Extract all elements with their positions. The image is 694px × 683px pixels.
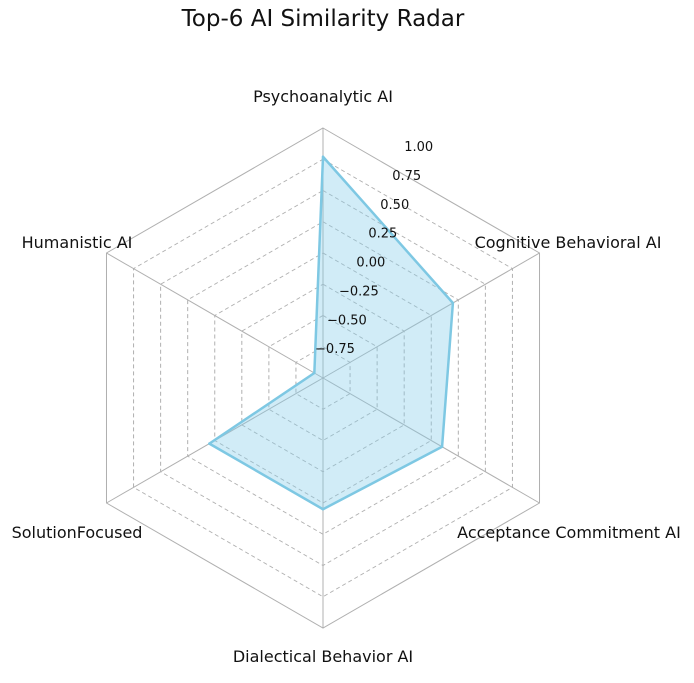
radial-tick-label: −0.25 xyxy=(339,284,379,299)
radial-tick-label: 1.00 xyxy=(404,140,433,155)
series-point xyxy=(440,445,444,448)
grid-spoke xyxy=(106,252,324,379)
radial-tick-label: −0.75 xyxy=(315,342,355,357)
category-label: Dialectical Behavior AI xyxy=(233,647,413,666)
radar-series xyxy=(208,155,455,511)
series-point xyxy=(208,442,211,445)
category-label: Psychoanalytic AI xyxy=(253,87,393,106)
radial-tick-label: 0.00 xyxy=(356,256,385,271)
radar-grid xyxy=(105,127,541,629)
radial-tick-label: 0.50 xyxy=(380,198,409,213)
grid-spoke xyxy=(322,377,540,504)
radial-tick-label: 0.25 xyxy=(368,227,397,242)
radial-tick-label: −0.50 xyxy=(327,313,367,328)
grid-spoke xyxy=(322,252,540,379)
radial-tick-label: 0.75 xyxy=(392,169,421,184)
series-point xyxy=(321,508,325,511)
series-point xyxy=(451,301,455,305)
series-point xyxy=(321,155,325,158)
category-label: SolutionFocused xyxy=(12,523,143,542)
chart-title: Top-6 AI Similarity Radar xyxy=(181,6,465,32)
series-point xyxy=(313,371,316,375)
radial-tick-labels: 1.00 0.75 0.50 0.25 0.00 −0.25 −0.50 −0.75 xyxy=(315,140,433,357)
category-label: Cognitive Behavioral AI xyxy=(475,233,662,252)
category-label: Humanistic AI xyxy=(22,233,133,252)
category-labels: Psychoanalytic AI Cognitive Behavioral AI… xyxy=(12,87,681,666)
category-label: Acceptance Commitment AI xyxy=(457,523,681,542)
